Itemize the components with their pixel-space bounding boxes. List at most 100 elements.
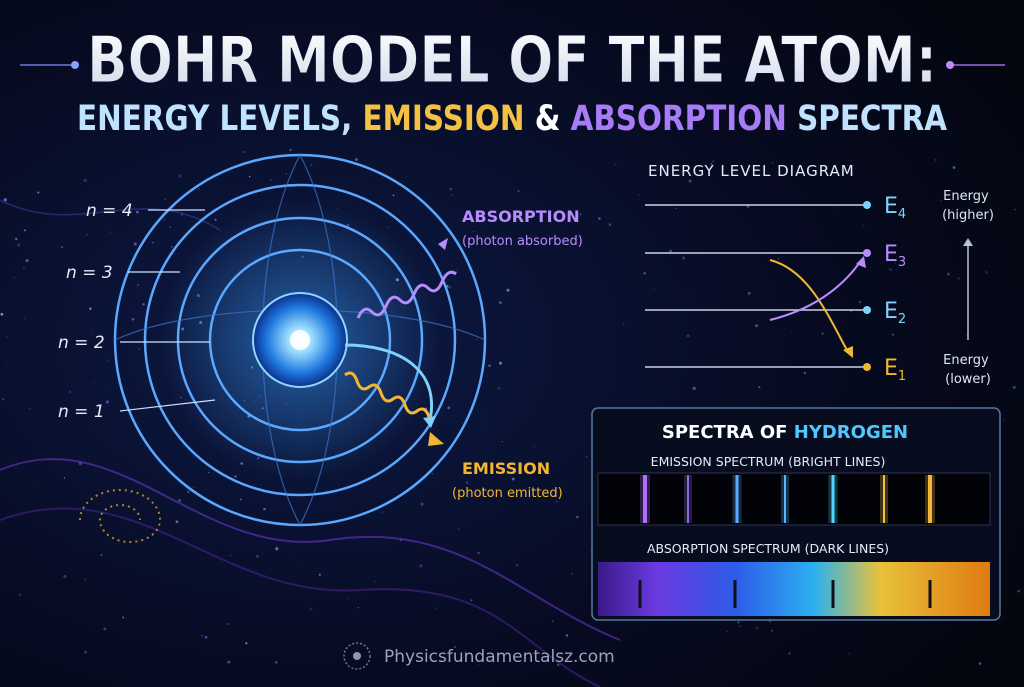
level-symbol: E [884,356,898,381]
star [790,332,793,334]
bright-line [687,475,689,523]
star [248,175,251,178]
orbit-label: n = 2 [58,333,105,353]
star [533,445,535,447]
star [835,207,837,209]
arrow-head [843,346,853,358]
star [214,218,217,221]
star [256,555,259,558]
star [84,650,88,654]
star [28,407,31,410]
star [419,564,423,568]
bright-line [831,475,835,523]
dark-line [831,580,835,608]
diagram-title: ENERGY LEVEL DIAGRAM [648,162,855,180]
arrow-head [423,416,436,428]
star [275,661,278,664]
star [386,226,388,228]
star [392,194,395,197]
star [478,213,482,217]
star [475,338,478,341]
star [7,366,9,368]
star [138,348,140,350]
orbit [208,248,392,432]
star [133,242,137,246]
bright-line [643,475,647,523]
subtitle: ENERGY LEVELS, EMISSION & ABSORPTION SPE… [77,99,947,139]
star [985,270,989,274]
star [771,162,774,164]
star [557,663,560,666]
absorption-spectrum [598,562,990,616]
star [131,317,135,321]
wave-decoration [0,507,601,687]
bright-line [928,475,932,523]
star [517,189,520,192]
star [381,511,384,513]
absorption-photon [356,270,457,319]
level-symbol: E [884,299,898,324]
star [447,406,451,410]
star [243,150,246,154]
star [803,371,807,375]
star [454,646,456,648]
leader-line [119,399,216,412]
star [582,245,584,247]
star [105,385,107,387]
star [487,490,489,492]
star [37,191,40,194]
star [952,166,956,169]
level-dot [863,201,871,209]
star [598,217,601,220]
star [821,332,824,335]
star [488,658,490,660]
level-label: E4 [884,194,906,222]
star [771,629,773,632]
level-dot [863,249,871,257]
star [687,295,689,297]
higher-label: Energy (higher) [942,189,994,223]
star [63,477,66,479]
star [83,178,87,183]
star [653,288,656,291]
star [482,428,484,429]
subtitle-part: & [535,99,561,139]
star [448,286,452,289]
star [129,528,131,530]
star [197,187,200,190]
star [22,266,25,269]
star [497,387,501,390]
star [309,607,313,611]
star [106,359,109,362]
star [180,213,184,217]
level-symbol: E [884,242,898,267]
divider-dot [71,61,79,69]
star [711,159,715,163]
star [457,528,460,530]
higher-line: Energy [943,189,989,204]
star [17,243,21,247]
star [1014,208,1017,211]
star [103,627,107,631]
star [473,230,475,233]
star [485,415,487,417]
star [848,652,850,655]
arrow-head [856,256,866,268]
orbit-label: n = 4 [86,201,133,221]
subtitle-part: EMISSION [363,99,525,139]
star [521,321,523,323]
bright-line [883,475,885,523]
level-dot [863,363,871,371]
subtitle-part: SPECTRA [797,99,947,139]
star [347,203,349,206]
orbit [176,216,424,464]
star [270,179,272,181]
level-subscript: 2 [898,312,906,327]
star [498,361,503,365]
star [692,386,696,390]
star [431,472,434,475]
star [638,194,640,196]
star [245,642,248,645]
